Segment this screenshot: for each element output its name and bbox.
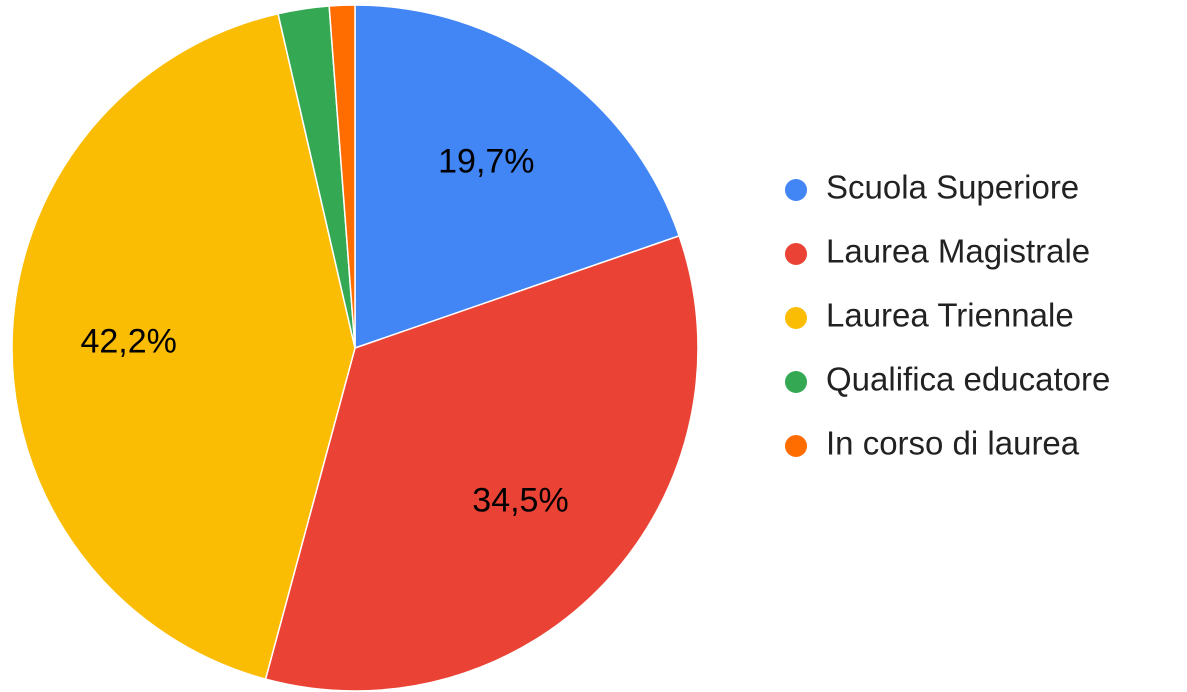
legend-label: Qualifica educatore xyxy=(826,361,1110,398)
pie-slice xyxy=(328,4,356,349)
legend-marker xyxy=(785,435,807,457)
pie-slice xyxy=(354,4,681,350)
legend-marker xyxy=(785,307,807,329)
legend-marker xyxy=(785,243,807,265)
legend-marker xyxy=(785,179,807,201)
legend-marker xyxy=(785,371,807,393)
legend-label: In corso di laurea xyxy=(826,425,1080,462)
legend-label: Laurea Magistrale xyxy=(826,233,1090,270)
slice-label: 42,2% xyxy=(80,323,176,361)
pie-slice xyxy=(264,234,699,692)
legend-label: Laurea Triennale xyxy=(826,297,1074,334)
slice-label: 19,7% xyxy=(438,143,534,181)
legend-label: Scuola Superiore xyxy=(826,169,1079,206)
pie-slice xyxy=(11,12,356,681)
slice-label: 34,5% xyxy=(472,481,568,519)
